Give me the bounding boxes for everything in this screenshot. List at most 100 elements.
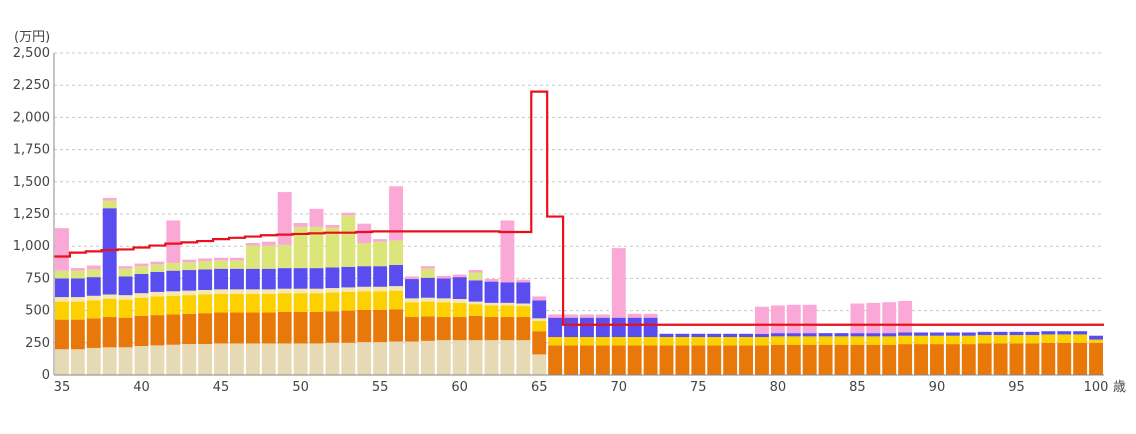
bar-segment xyxy=(70,278,85,298)
bar-segment xyxy=(945,335,960,345)
bar-segment xyxy=(1009,331,1024,336)
bar-segment xyxy=(55,349,69,375)
bar-segment xyxy=(261,245,276,269)
bar-segment xyxy=(389,290,403,310)
bar-segment xyxy=(245,293,260,313)
bar-segment xyxy=(341,212,356,216)
y-tick-label: 0 xyxy=(42,368,50,383)
bar-segment xyxy=(898,344,913,375)
bar-segment xyxy=(548,345,563,375)
bar-segment xyxy=(293,311,308,344)
bar-segment xyxy=(214,289,228,294)
bar-segment xyxy=(118,347,133,375)
y-tick-label: 1,250 xyxy=(13,207,50,222)
line-series-path xyxy=(54,90,1104,326)
bar-segment xyxy=(420,297,435,302)
bar-segment xyxy=(500,340,515,375)
bar-segment xyxy=(627,345,642,375)
bar-segment xyxy=(86,318,101,348)
bar-segment xyxy=(214,293,228,313)
bar-segment xyxy=(484,317,499,341)
bar-segment xyxy=(325,292,340,312)
bar-segment xyxy=(1057,331,1072,335)
bar-segment xyxy=(755,345,769,375)
bar-segment xyxy=(484,279,499,282)
bar-segment xyxy=(898,300,913,333)
bar-segment xyxy=(118,276,133,296)
bar-segment xyxy=(277,244,292,269)
bar-segment xyxy=(277,268,292,289)
bar-segment xyxy=(1041,334,1056,343)
bar-segment xyxy=(532,354,547,375)
bar-segment xyxy=(150,296,165,316)
bar-segment xyxy=(166,270,181,292)
x-tick-label: 70 xyxy=(610,380,627,395)
y-tick-label: 250 xyxy=(25,336,50,351)
bar-segment xyxy=(405,302,419,318)
bar-segment xyxy=(532,318,547,321)
bar-segment xyxy=(341,291,356,311)
bar-segment xyxy=(134,263,149,267)
bar-segment xyxy=(70,268,85,271)
bar-segment xyxy=(230,268,244,290)
bar-segment xyxy=(882,344,897,375)
bar-segment xyxy=(102,317,117,348)
bar-segment xyxy=(389,309,403,342)
bar-segment xyxy=(277,343,292,375)
bar-segment xyxy=(802,336,817,345)
bar-segment xyxy=(945,332,960,336)
bar-segment xyxy=(961,335,976,345)
bar-segment xyxy=(818,336,833,345)
bar-segment xyxy=(818,333,833,337)
bar-segment xyxy=(595,345,610,375)
bar-segment xyxy=(420,277,435,298)
bar-segment xyxy=(898,335,913,345)
bar-segment xyxy=(70,319,85,350)
bar-segment xyxy=(691,337,706,346)
bar-segment xyxy=(118,299,133,318)
bar-segment xyxy=(325,267,340,289)
bar-segment xyxy=(436,275,451,279)
axes: 0 250 500 750 1,000 1,250 1,500 1,750 2,000 2,250… xyxy=(13,46,1109,395)
bar-segment xyxy=(500,317,515,341)
bar-segment xyxy=(134,297,149,316)
bar-segment xyxy=(86,347,101,375)
bar-segment xyxy=(357,223,372,243)
bar-segment xyxy=(261,268,276,290)
bar-segment xyxy=(786,336,801,345)
bar-segment xyxy=(436,317,451,341)
bar-segment xyxy=(564,337,578,346)
bar-segment xyxy=(484,281,499,303)
bar-segment xyxy=(198,258,213,262)
bar-segment xyxy=(500,302,515,306)
bar-segment xyxy=(373,291,388,310)
bar-segment xyxy=(245,268,260,290)
bar-segment xyxy=(723,337,738,346)
bar-segment xyxy=(325,224,340,228)
bar-segment xyxy=(548,337,563,346)
bar-segment xyxy=(580,317,594,337)
bar-segment xyxy=(452,299,467,303)
bar-segment xyxy=(930,332,944,336)
bar-segment xyxy=(898,332,913,336)
bar-segment xyxy=(150,264,165,272)
bar-segment xyxy=(55,301,69,320)
bar-segment xyxy=(86,277,101,296)
bar-segment xyxy=(182,262,197,271)
bar-segment xyxy=(245,242,260,246)
bar-segment xyxy=(405,276,419,280)
bar-segment xyxy=(357,242,372,267)
bar-segment xyxy=(1025,335,1040,344)
bar-segment xyxy=(102,347,117,375)
bar-segment xyxy=(70,270,85,279)
bar-segment xyxy=(420,316,435,341)
x-tick-label: 80 xyxy=(770,380,787,395)
bar-segment xyxy=(118,266,133,269)
bar-segment xyxy=(500,305,515,318)
bar-segment xyxy=(770,333,785,337)
bar-segment xyxy=(993,343,1008,375)
bar-segment xyxy=(914,332,928,336)
bar-segment xyxy=(166,314,181,345)
bar-segment xyxy=(643,337,658,346)
bar-segment xyxy=(1089,335,1103,340)
